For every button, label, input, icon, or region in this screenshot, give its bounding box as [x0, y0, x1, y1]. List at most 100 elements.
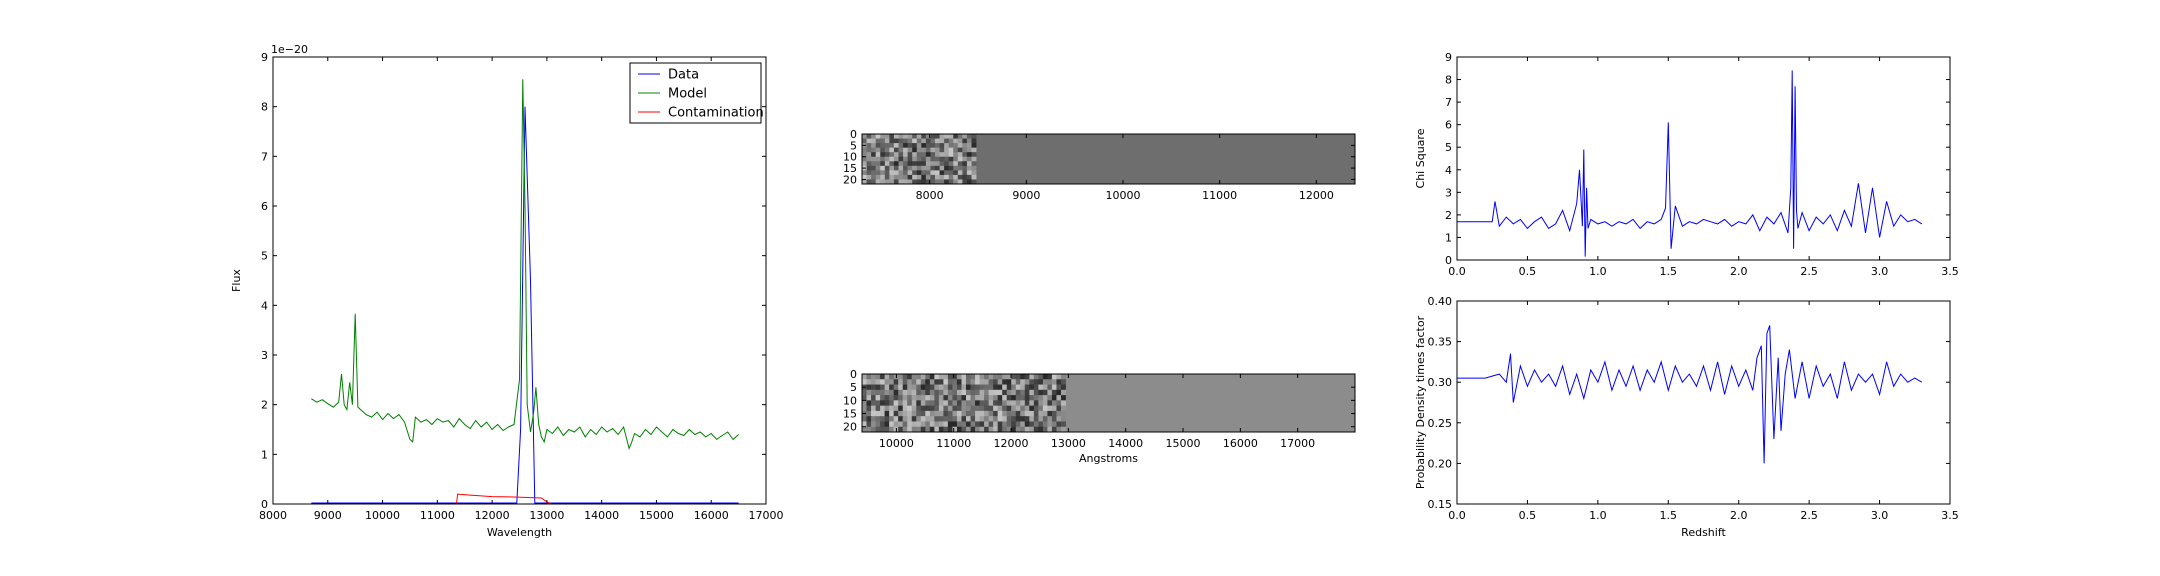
image-pixel	[939, 147, 945, 153]
image-pixel	[903, 170, 909, 176]
image-pixel	[939, 156, 945, 162]
image-pixel	[970, 374, 976, 380]
image-pixel	[871, 416, 876, 422]
image-pixel	[997, 400, 1003, 407]
model-series-line	[311, 79, 739, 450]
image-pixel	[939, 161, 945, 167]
image-pixel	[1051, 405, 1057, 412]
image-pixel	[952, 400, 958, 407]
image-pixel	[966, 374, 971, 380]
image-pixel	[1011, 384, 1017, 391]
image-pixel	[871, 395, 876, 401]
image-pixel	[944, 156, 950, 162]
image-pixel	[966, 134, 972, 139]
image-pixel	[1042, 384, 1048, 391]
image-pixel	[862, 170, 867, 176]
image-pixel	[903, 143, 909, 149]
image-pixel	[1006, 395, 1012, 401]
image-pixel	[912, 143, 918, 149]
x-tick-label: 14000	[584, 509, 619, 522]
image-pixel	[971, 170, 977, 176]
image-pixel	[1042, 400, 1048, 407]
image-pixel	[907, 156, 913, 162]
image-pixel	[943, 410, 949, 417]
contamination-series-line	[311, 493, 739, 504]
image-pixel	[1038, 426, 1044, 433]
image-pixel	[1038, 410, 1044, 417]
image-pixel	[979, 405, 985, 412]
image-pixel	[916, 421, 922, 428]
image-pixel	[1056, 426, 1062, 433]
image-pixel	[962, 161, 968, 167]
image-pixel	[1015, 426, 1021, 433]
image-pixel	[1047, 384, 1053, 391]
y-tick-label: 0	[1445, 254, 1452, 267]
image-pixel	[880, 134, 886, 139]
image-pixel	[862, 161, 867, 167]
image-pixel	[966, 389, 971, 396]
y-tick-label: 10	[843, 151, 857, 164]
image-pixel	[966, 379, 971, 385]
image-pixel	[921, 143, 927, 149]
image-pixel	[889, 395, 895, 401]
image-pixel	[1047, 400, 1053, 407]
image-pixel	[1056, 421, 1062, 428]
image-pixel	[961, 395, 967, 401]
image-pixel	[947, 410, 953, 417]
x-tick-label: 17000	[749, 509, 784, 522]
image-pixel	[916, 165, 922, 171]
image-pixel	[1029, 410, 1035, 417]
image-pixel	[952, 416, 958, 422]
image-pixel	[875, 156, 881, 162]
image-pixel	[961, 389, 967, 396]
image-pixel	[903, 179, 909, 185]
y-offset-text: 1e−20	[271, 43, 308, 56]
image-pixel	[902, 405, 908, 412]
image-pixel	[866, 152, 872, 158]
image-pixel	[971, 179, 977, 185]
image-pixel	[912, 161, 918, 167]
image-pixel	[956, 384, 962, 391]
image-pixel	[1051, 421, 1057, 428]
plot-background	[1457, 57, 1950, 260]
image-pixel	[957, 174, 963, 180]
image-pixel	[956, 395, 962, 401]
image-pixel	[971, 165, 977, 171]
image-pixel	[875, 143, 881, 149]
image-pixel	[1056, 400, 1062, 407]
image-pixel	[893, 174, 899, 180]
x-tick-label: 17000	[1280, 437, 1315, 450]
image-pixel	[925, 179, 931, 185]
image-pixel	[912, 165, 918, 171]
image-pixel	[1056, 389, 1062, 396]
image-pixel	[930, 174, 936, 180]
image-pixel	[938, 389, 944, 396]
image-pixel	[953, 179, 959, 185]
image-pixel	[966, 410, 971, 417]
image-pixel	[988, 389, 994, 396]
image-pixel	[880, 143, 886, 149]
x-tick-label: 0.0	[1448, 265, 1466, 278]
image-pixel	[866, 156, 872, 162]
x-tick-label: 2.0	[1730, 265, 1748, 278]
image-pixel	[1047, 410, 1053, 417]
image-pixel	[871, 426, 876, 433]
image-pixel	[880, 410, 886, 417]
x-tick-label: 9000	[314, 509, 342, 522]
y-tick-label: 5	[261, 250, 268, 263]
image-pixel	[953, 143, 959, 149]
legend-label-data: Data	[668, 68, 699, 83]
y-tick-label: 7	[261, 150, 268, 163]
image-pixel	[903, 165, 909, 171]
image-pixel	[912, 170, 918, 176]
image-pixel	[930, 179, 936, 185]
image-pixel	[984, 374, 990, 380]
y-tick-label: 0	[261, 498, 268, 511]
image-pixel	[938, 395, 944, 401]
image-pixel	[903, 174, 909, 180]
image-pixel	[912, 147, 918, 153]
image-pixel	[1038, 395, 1044, 401]
image-pixel	[925, 410, 931, 417]
image-pixel	[871, 152, 877, 158]
image-pixel	[993, 410, 999, 417]
